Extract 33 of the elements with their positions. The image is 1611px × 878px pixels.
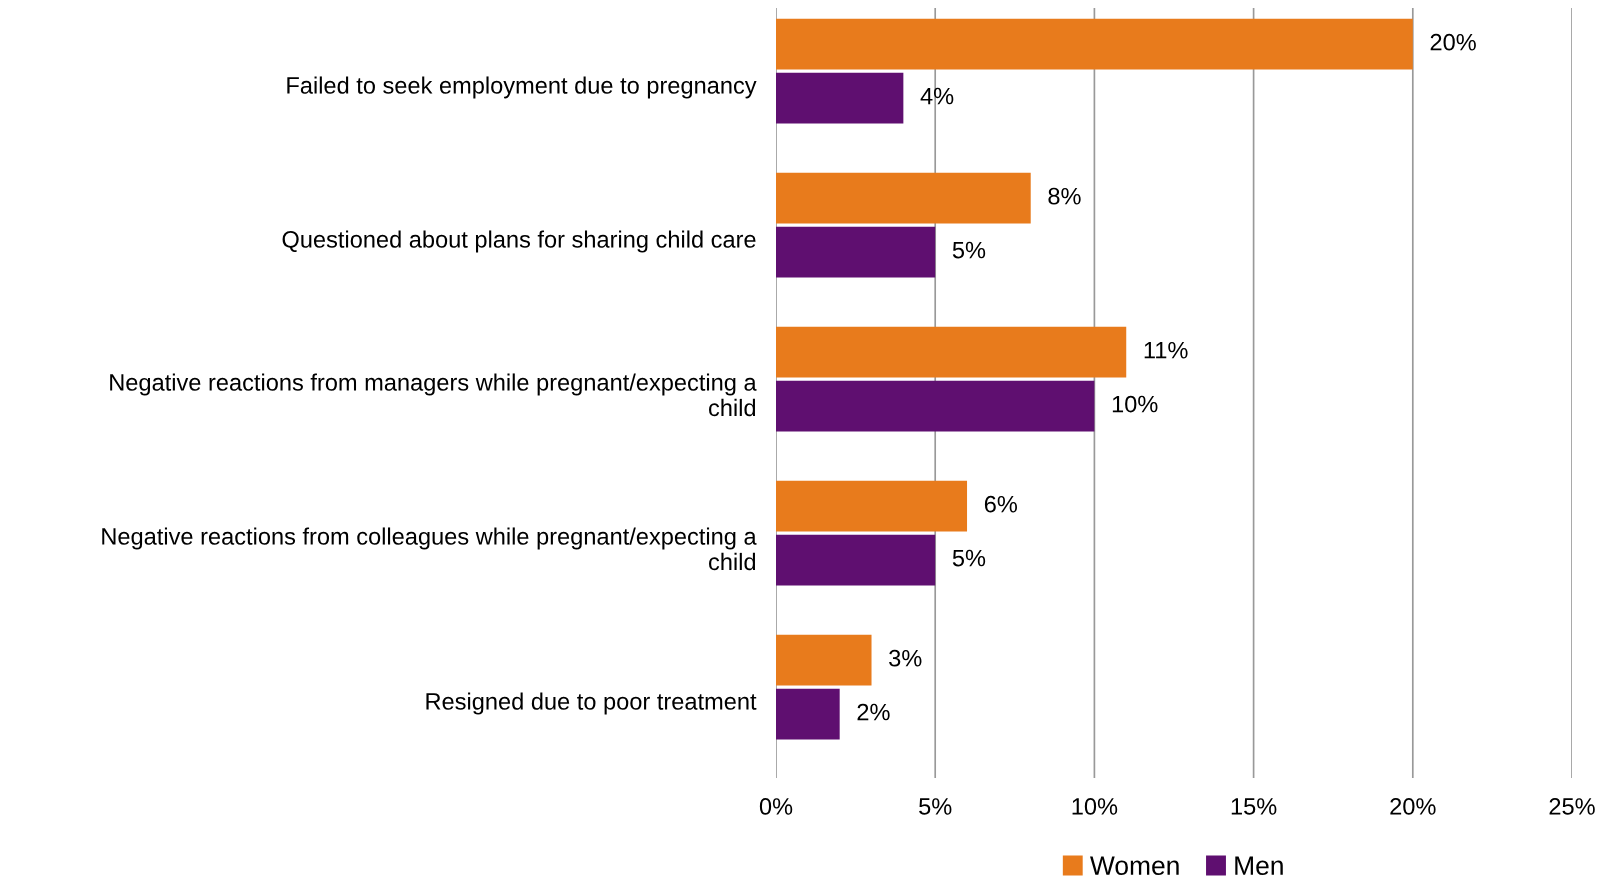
bar <box>776 18 1413 70</box>
bar <box>776 480 968 532</box>
bar <box>776 380 1095 432</box>
bar <box>776 226 936 278</box>
data-label: 2% <box>857 703 890 721</box>
y-tick-label: Negative reactions from colleagues while pregnant/expecting a child <box>102 527 757 571</box>
x-tick-label: 20% <box>1390 798 1436 815</box>
legend-label: Women <box>1090 856 1179 876</box>
data-label: 4% <box>920 87 954 105</box>
data-label: 5% <box>952 549 986 567</box>
data-label: 8% <box>1048 187 1081 205</box>
bar <box>776 72 904 124</box>
x-tick-label: 10% <box>1072 798 1118 815</box>
x-tick-label: 25% <box>1549 798 1595 815</box>
bar <box>776 688 840 740</box>
data-label: 10% <box>1112 395 1158 413</box>
data-label: 20% <box>1430 33 1476 51</box>
bar <box>776 172 1031 224</box>
bar <box>776 634 872 686</box>
bar <box>776 326 1127 378</box>
x-tick-label: 0% <box>759 798 793 815</box>
data-label: 11% <box>1144 341 1188 359</box>
y-tick-label: Negative reactions from managers while pregnant/expecting a child <box>110 373 757 417</box>
x-tick-label: 5% <box>919 798 952 815</box>
y-tick-label: Failed to seek employment due to pregnancy <box>287 76 757 99</box>
y-tick-label: Resigned due to poor treatment <box>426 692 757 715</box>
legend-label: Men <box>1235 856 1283 876</box>
x-tick-label: 15% <box>1231 798 1277 815</box>
bar <box>776 534 936 586</box>
y-tick-label: Questioned about plans for sharing child care <box>282 230 756 253</box>
data-label: 6% <box>984 495 1017 513</box>
data-label: 3% <box>889 649 922 667</box>
data-label: 5% <box>952 241 986 259</box>
